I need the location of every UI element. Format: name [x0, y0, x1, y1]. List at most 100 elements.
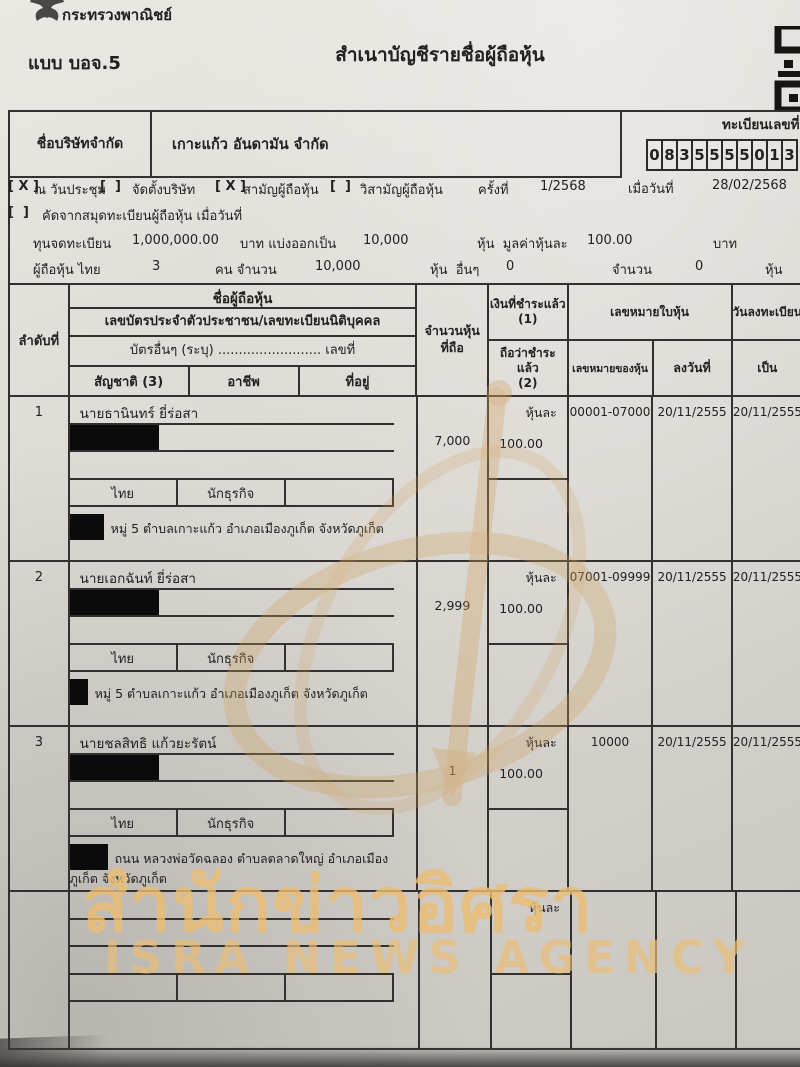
occupation-value: นักธุรกิจ [177, 480, 286, 507]
checkbox-copy-from-register: [ ] [8, 205, 29, 220]
header-registration-date: วันลงทะเบียน [732, 285, 800, 341]
header-deemed-paid-num: (2) [518, 375, 538, 390]
header-cert-numbers: เลขหมายของหุ้น [569, 341, 654, 395]
divided-into-label: บาท แบ่งออกเป็น [240, 237, 337, 252]
row-number: 2 [10, 562, 70, 725]
row-name-block: นายธานินทร์ ยี่ร่อสา ไทย นักธุรกิจ หมู่ … [69, 397, 418, 560]
meeting-date-label: เมื่อวันที่ [628, 182, 674, 197]
checkbox-at-meeting: [ X ] [8, 179, 39, 194]
meeting-date-value: 28/02/2568 [712, 178, 787, 193]
document-title: สำเนาบัญชีรายชื่อผู้ถือหุ้น [335, 44, 545, 66]
company-name-label: ชื่อบริษัทจำกัด [10, 112, 152, 176]
row-name-block [70, 892, 420, 1048]
ministry-name: กระทรวงพาณิชย์ [62, 6, 173, 24]
per-share-label: หุ้นละ [525, 405, 557, 420]
header-other-card: บัตรอื่นๆ (ระบุ) .......................… [69, 337, 416, 367]
redaction-box [69, 844, 108, 870]
nationality-value [70, 975, 178, 1002]
thai-shares-value: 10,000 [315, 259, 361, 274]
shareholder-table: ลำดับที่ ชื่อผู้ถือหุ้น เลขบัตรประจำตัวป… [8, 283, 800, 1050]
nat-occ-row: ไทย นักธุรกิจ [69, 480, 394, 507]
checkbox-ordinary-meeting: [ X ] [215, 179, 246, 194]
other-holders-label: หุ้น อื่นๆ [430, 263, 480, 278]
company-name-value: เกาะแก้ว อันดามัน จำกัด [172, 136, 329, 153]
label-at-meeting: ณ วันประชุม [34, 183, 106, 198]
par-value: 100.00 [587, 233, 633, 248]
deemed-paid-cell [492, 975, 570, 1048]
registration-date-value [737, 892, 800, 1048]
other-card-row [69, 617, 394, 645]
empty-cell [285, 810, 394, 837]
shares-unit-label: หุ้น [765, 263, 783, 278]
nationality-value: ไทย [69, 480, 178, 507]
occupation-value [178, 975, 286, 1002]
header-deemed-paid: ถือว่าชำระแล้ว [499, 345, 556, 375]
registration-date-value: 20/11/2555 [732, 570, 800, 584]
checkbox-extraordinary-meeting: [ ] [330, 179, 351, 194]
registration-number-boxes: 0 8 3 5 5 5 5 0 1 3 [646, 139, 798, 171]
shareholder-name: นายธานินทร์ ยี่ร่อสา [69, 397, 394, 425]
paid-per-share-value [492, 918, 570, 931]
qr-code-icon [774, 26, 800, 112]
cert-date-value [657, 892, 737, 1048]
header-registration-block: วันลงทะเบียน เป็น [732, 285, 800, 395]
table-row: หุ้นละ [10, 892, 800, 1048]
redaction-box [69, 514, 104, 540]
nat-occ-row [70, 975, 394, 1002]
row-number [10, 892, 70, 1048]
empty-cell [286, 975, 394, 1002]
meeting-no-label: ครั้งที่ [478, 183, 509, 198]
paid-cell: หุ้นละ 100.00 [489, 397, 569, 560]
redaction-box [69, 679, 88, 705]
shareholder-name: นายเอกฉันท์ ยี่ร่อสา [69, 562, 394, 590]
shares-held-value: 2,999 [418, 562, 490, 725]
occupation-value: นักธุรกิจ [177, 810, 286, 837]
registration-date-value: 20/11/2555 [732, 735, 800, 749]
company-info-box: ชื่อบริษัทจำกัด เกาะแก้ว อันดามัน จำกัด [8, 110, 800, 283]
redaction-bar [69, 425, 159, 450]
deemed-paid-cell [489, 480, 567, 560]
table-row: 3 นายชลสิทธิ แก้วยะรัตน์ ไทย นักธุรกิจ ถ… [10, 727, 800, 892]
header-certificates-block: เลขหมายใบหุ้น เลขหมายของหุ้น ลงวันที่ [568, 285, 733, 395]
address-value: หมู่ 5 ตำบลเกาะแก้ว อำเภอเมืองภูเก็ต จัง… [110, 521, 384, 536]
address-row: หมู่ 5 ตำบลเกาะแก้ว อำเภอเมืองภูเก็ต จัง… [69, 672, 416, 725]
cert-numbers-value: 07001-09999 [569, 562, 654, 725]
other-card-row [69, 782, 394, 810]
shareholder-name: นายชลสิทธิ แก้วยะรัตน์ [69, 727, 394, 755]
paid-per-share-value: 100.00 [499, 601, 543, 616]
persons-amount-label: คน จำนวน [215, 263, 277, 278]
checkbox-incorporation: [ ] [100, 179, 121, 194]
header-paid-block: เงินที่ชำระแล้ว (1) ถือว่าชำระแล้ว (2) [489, 285, 569, 395]
header-sub-row: สัญชาติ (3) อาชีพ ที่อยู่ [70, 367, 416, 395]
other-card-row [70, 947, 394, 975]
row-number: 1 [10, 397, 70, 560]
per-share-label: หุ้นละ [525, 735, 557, 750]
address-row: ถนน หลวงพ่อวัดฉลอง ตำบลตลาดใหญ่ อำเภอเมื… [69, 837, 416, 890]
paid-cell: หุ้นละ [492, 892, 572, 1048]
table-header: ลำดับที่ ชื่อผู้ถือหุ้น เลขบัตรประจำตัวป… [10, 285, 800, 397]
registered-capital-label: ทุนจดทะเบียน [33, 237, 112, 252]
address-value: ถนน หลวงพ่อวัดฉลอง ตำบลตลาดใหญ่ อำเภอเมื… [69, 851, 389, 886]
id-number-row [70, 920, 394, 947]
nationality-value: ไทย [69, 810, 178, 837]
nat-occ-row: ไทย นักธุรกิจ [69, 810, 394, 837]
label-copy-from-register: คัดจากสมุดทะเบียนผู้ถือหุ้น เมื่อวันที่ [42, 209, 243, 224]
paid-per-share-value: 100.00 [499, 436, 543, 451]
total-shares-value: 10,000 [363, 233, 409, 248]
other-amount-label: จำนวน [612, 263, 652, 278]
paid-per-share-value: 100.00 [499, 766, 543, 781]
other-card-row [69, 452, 394, 480]
header-no: ลำดับที่ [10, 285, 70, 395]
shares-held-value: 1 [418, 727, 490, 890]
row-number: 3 [10, 727, 70, 890]
header-id-number: เลขบัตรประจำตัวประชาชน/เลขทะเบียนนิติบุค… [69, 309, 416, 337]
cert-numbers-value: 10000 [569, 727, 654, 890]
header-address: ที่อยู่ [345, 375, 370, 390]
header-occupation: อาชีพ [190, 367, 300, 395]
row-name-block: นายชลสิทธิ แก้วยะรัตน์ ไทย นักธุรกิจ ถนน… [69, 727, 418, 890]
other-holders-count: 0 [506, 259, 515, 274]
header-shares-held: จำนวนหุ้น ที่ถือ [417, 285, 490, 395]
nationality-value: ไทย [69, 645, 178, 672]
nat-occ-row: ไทย นักธุรกิจ [69, 645, 394, 672]
